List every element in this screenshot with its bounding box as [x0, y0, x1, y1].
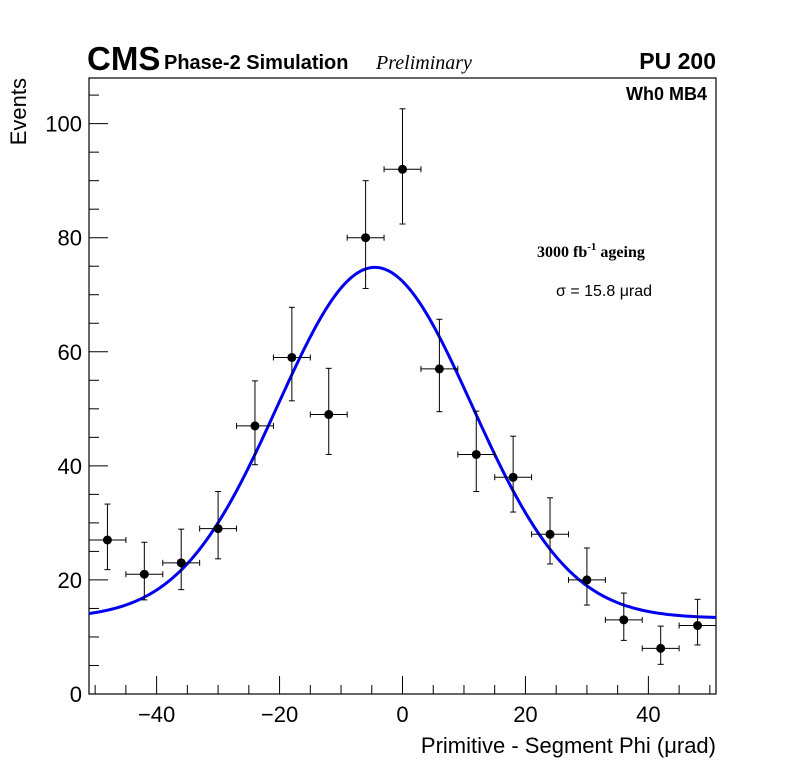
ageing-tail: ageing — [596, 244, 644, 261]
axes: 0 20 40 60 80 100 −40 −20 0 20 40 — [45, 94, 711, 727]
x-tick-label: −20 — [261, 702, 298, 727]
data-point — [420, 318, 459, 413]
y-tick-label: 100 — [45, 112, 82, 137]
ageing-label: 3000 fb-1 ageing — [537, 241, 645, 261]
data-point — [162, 528, 201, 591]
data-point — [494, 435, 533, 513]
y-tick-label: 80 — [58, 226, 82, 251]
data-marker — [139, 569, 149, 579]
data-marker — [545, 529, 555, 539]
y-tick-label: 60 — [58, 340, 82, 365]
data-marker — [102, 535, 112, 545]
data-marker — [471, 449, 481, 459]
data-marker — [176, 558, 186, 568]
data-marker — [656, 643, 666, 653]
pileup-label: PU 200 — [639, 48, 716, 74]
data-point — [199, 491, 238, 560]
data-marker — [619, 615, 629, 625]
ageing-main: 3000 fb — [537, 244, 587, 261]
preliminary-label: Preliminary — [375, 52, 472, 74]
sigma-label: σ = 15.8 μrad — [556, 283, 652, 300]
data-point — [678, 598, 717, 646]
y-axis-label: Events — [6, 78, 31, 145]
data-point — [531, 497, 569, 565]
y-tick-label: 0 — [70, 682, 82, 707]
data-point — [604, 592, 643, 641]
x-tick-label: 40 — [636, 702, 660, 727]
data-marker — [361, 233, 371, 243]
data-points-group — [88, 108, 717, 665]
data-marker — [287, 352, 297, 362]
data-point — [236, 380, 274, 466]
x-axis-label: Primitive - Segment Phi (μrad) — [421, 733, 716, 758]
data-point — [641, 625, 680, 665]
region-label: Wh0 MB4 — [626, 84, 707, 104]
data-marker — [398, 164, 407, 174]
data-point — [125, 541, 164, 601]
fit-curve-group — [88, 265, 717, 619]
data-marker — [250, 421, 260, 431]
data-marker — [213, 524, 223, 534]
data-point — [309, 367, 348, 455]
y-tick-label: 40 — [58, 454, 82, 479]
x-tick-label: 20 — [513, 702, 537, 727]
data-point — [346, 180, 385, 289]
data-point — [383, 108, 422, 225]
data-marker — [324, 410, 334, 420]
data-marker — [693, 621, 703, 631]
data-marker — [434, 364, 444, 374]
fit-curve — [88, 265, 717, 619]
data-point — [457, 410, 496, 493]
ageing-exponent: -1 — [587, 241, 596, 253]
data-point — [272, 306, 311, 402]
data-point — [567, 547, 606, 606]
cms-label: CMS — [87, 40, 160, 77]
y-tick-label: 20 — [58, 568, 82, 593]
data-marker — [508, 472, 518, 482]
simulation-label: Phase-2 Simulation — [164, 52, 349, 74]
x-tick-label: −40 — [138, 702, 175, 727]
data-marker — [582, 575, 592, 585]
data-point — [88, 503, 127, 571]
x-tick-label: 0 — [396, 702, 408, 727]
